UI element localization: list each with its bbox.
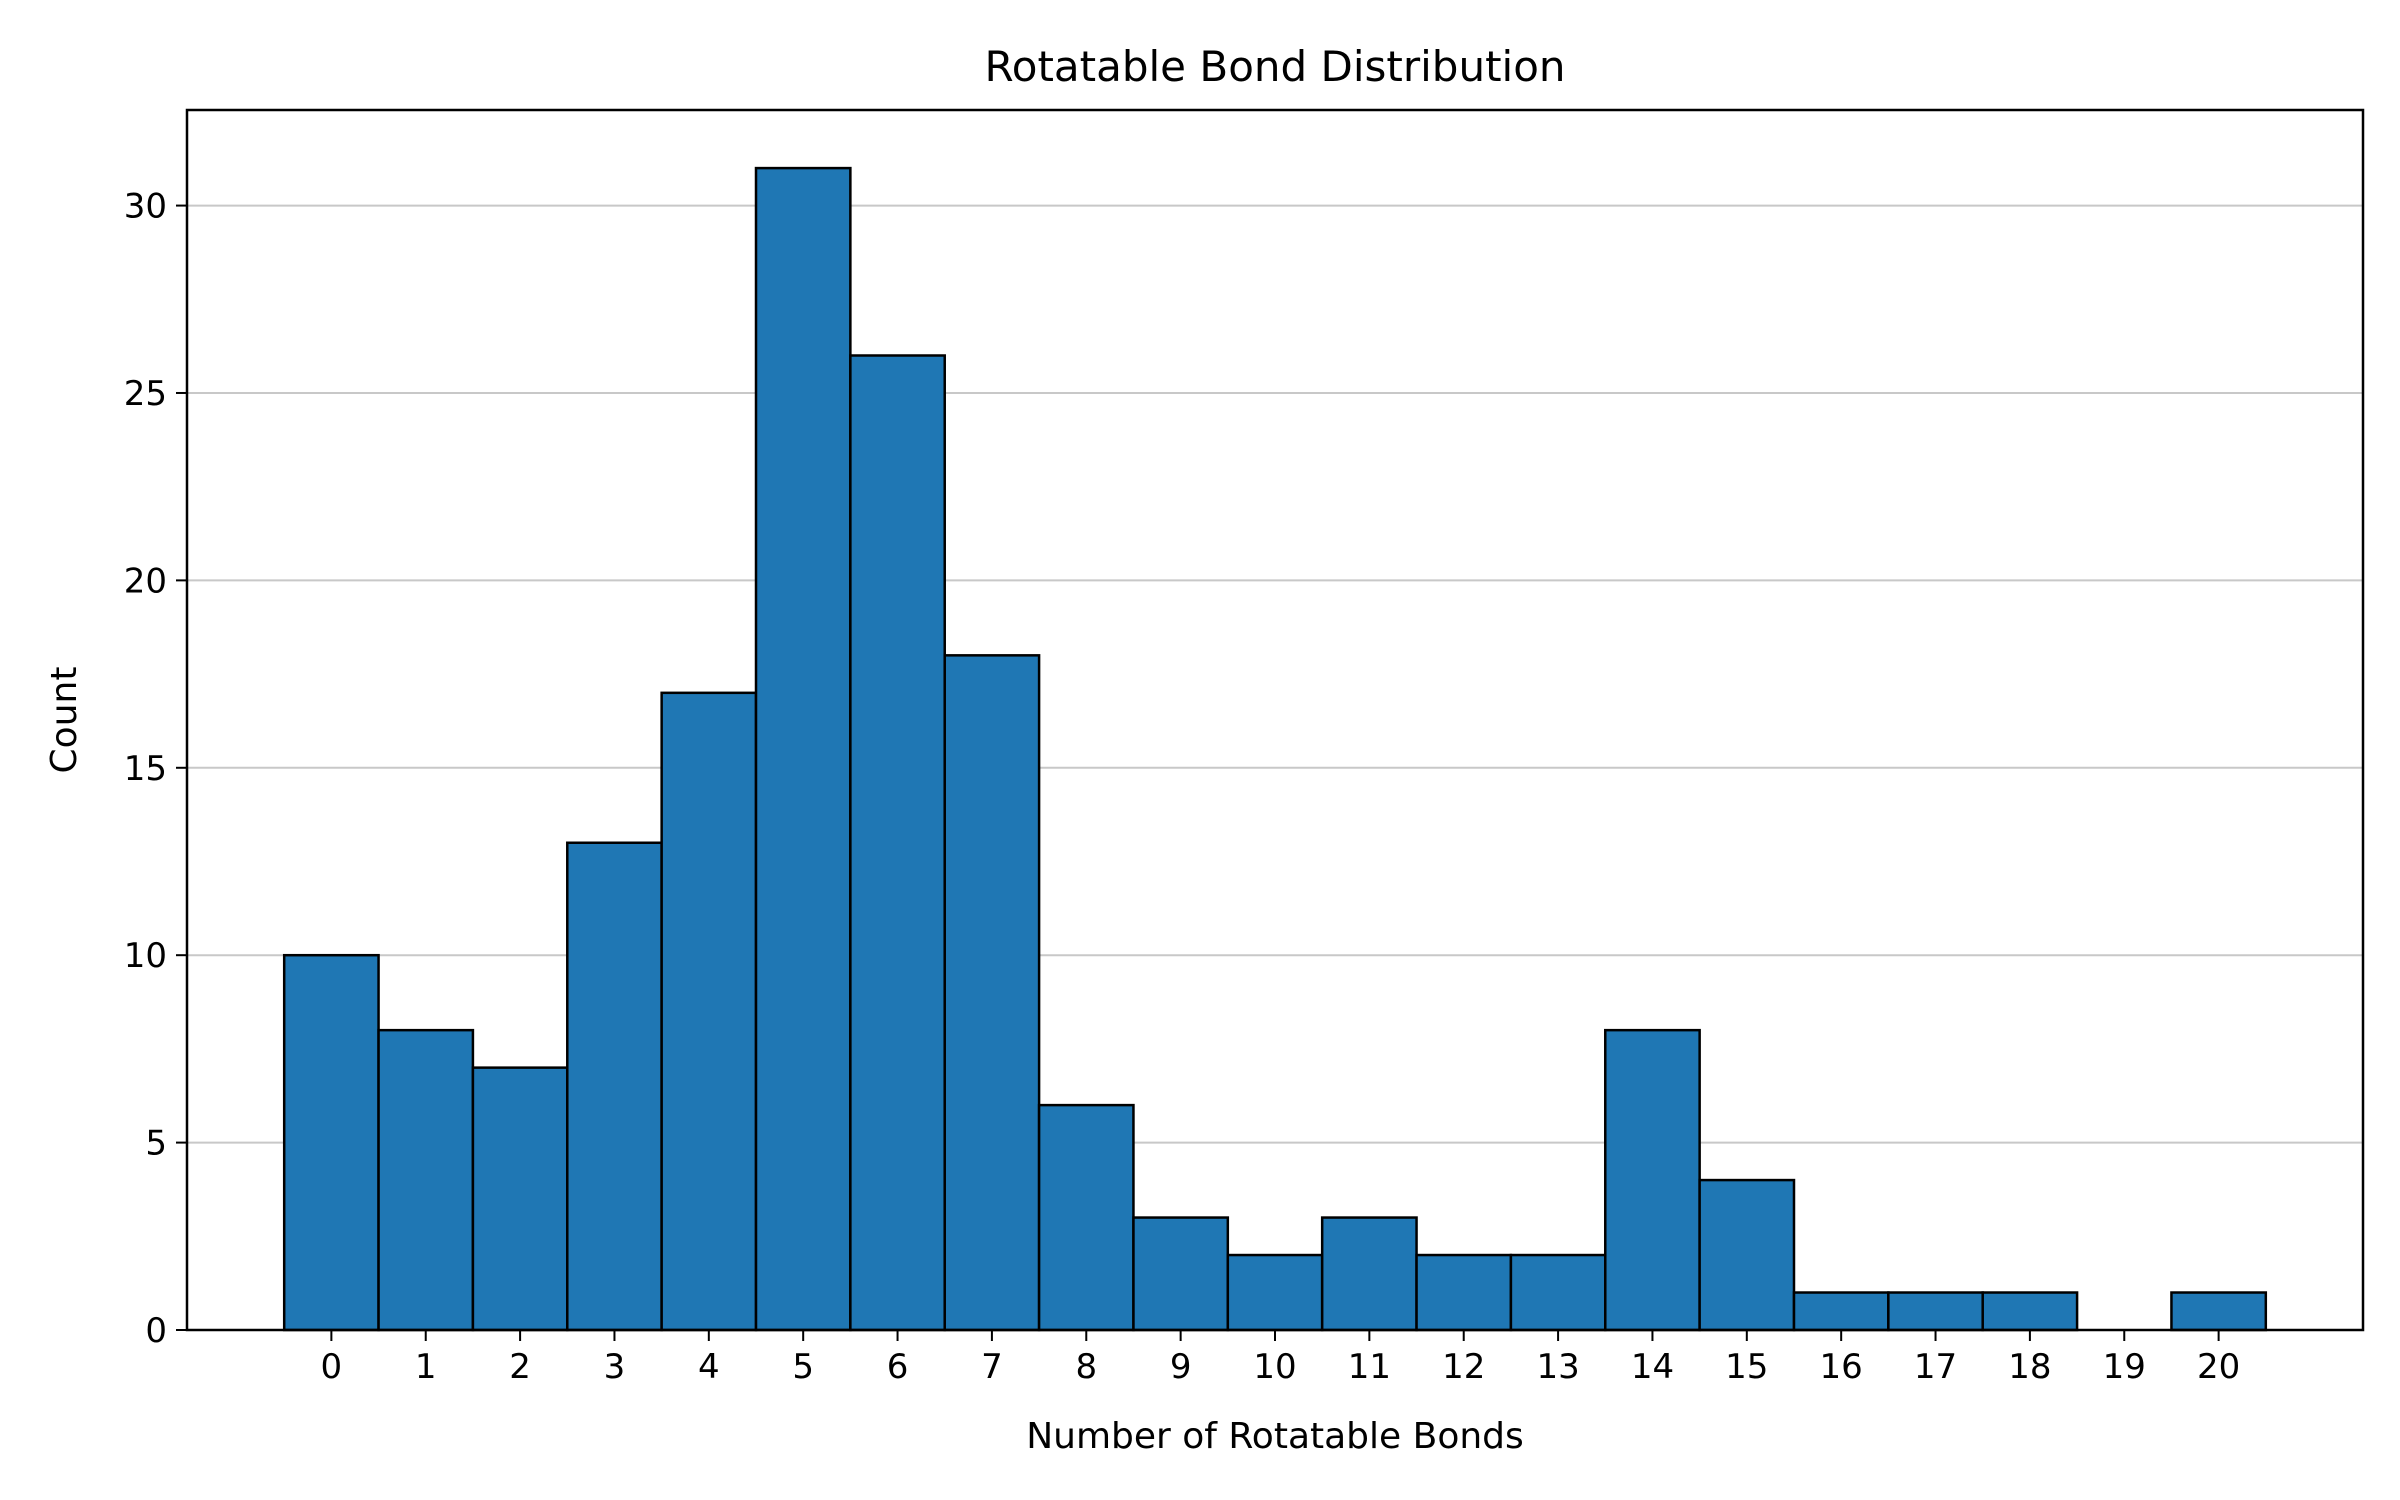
bar-14 [1604, 1028, 1701, 1332]
bar-8 [1037, 1103, 1135, 1332]
bar-2 [471, 1066, 569, 1332]
y-tick-label: 0 [145, 1311, 167, 1351]
x-axis-ticks: 0 1 2 3 4 5 6 7 8 9 10 11 12 13 14 15 16 17 18 19 20 [321, 1330, 2240, 1387]
grid-lines [187, 204, 2363, 1144]
x-tick-label: 14 [1631, 1347, 1674, 1387]
y-tick-label: 15 [124, 749, 167, 789]
x-tick-label: 12 [1442, 1347, 1485, 1387]
x-tick-label: 6 [887, 1347, 909, 1387]
y-tick-label: 5 [145, 1124, 167, 1164]
bar-11 [1320, 1216, 1418, 1332]
y-tick-label: 10 [124, 936, 167, 976]
x-tick-label: 0 [321, 1347, 343, 1387]
bars-group [282, 166, 2268, 1332]
y-axis-ticks: 0 5 10 15 20 25 30 [124, 187, 187, 1351]
x-tick-label: 8 [1075, 1347, 1097, 1387]
x-tick-label: 9 [1170, 1347, 1192, 1387]
bar-4 [660, 691, 758, 1332]
bar-5 [754, 166, 852, 1332]
bar-13 [1509, 1253, 1607, 1332]
x-tick-label: 17 [1914, 1347, 1957, 1387]
x-tick-label: 16 [1820, 1347, 1863, 1387]
x-tick-label: 4 [698, 1347, 720, 1387]
y-tick-label: 30 [124, 187, 167, 227]
x-tick-label: 10 [1253, 1347, 1296, 1387]
x-tick-label: 5 [792, 1347, 814, 1387]
bar-9 [1132, 1216, 1230, 1332]
chart-title: Rotatable Bond Distribution [984, 42, 1565, 91]
bar-6 [849, 354, 946, 1332]
x-tick-label: 2 [509, 1347, 531, 1387]
x-tick-label: 20 [2197, 1347, 2240, 1387]
x-tick-label: 19 [2103, 1347, 2146, 1387]
x-tick-label: 1 [415, 1347, 437, 1387]
x-tick-label: 18 [2008, 1347, 2051, 1387]
bar-0 [282, 953, 380, 1332]
bar-1 [377, 1028, 475, 1332]
bar-7 [943, 654, 1041, 1332]
bar-20 [2170, 1291, 2268, 1332]
bar-3 [566, 841, 663, 1332]
y-tick-label: 20 [124, 561, 167, 601]
bar-16 [1792, 1291, 1890, 1332]
x-tick-label: 3 [604, 1347, 626, 1387]
x-tick-label: 15 [1725, 1347, 1768, 1387]
x-tick-label: 7 [981, 1347, 1003, 1387]
bar-10 [1226, 1253, 1324, 1332]
x-tick-label: 11 [1348, 1347, 1391, 1387]
y-axis-label: Count [44, 667, 85, 774]
x-axis-label: Number of Rotatable Bonds [1026, 1416, 1524, 1457]
bar-18 [1981, 1291, 2079, 1332]
bar-17 [1887, 1291, 1984, 1332]
bar-15 [1698, 1178, 1796, 1332]
y-tick-label: 25 [124, 374, 167, 414]
bar-12 [1415, 1253, 1513, 1332]
x-tick-label: 13 [1536, 1347, 1579, 1387]
